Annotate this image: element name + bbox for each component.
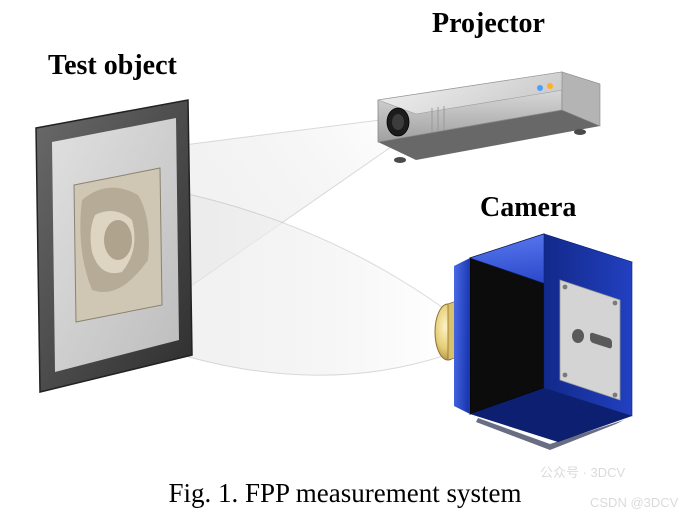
watermark-wechat: 公众号 · 3DCV (540, 462, 625, 481)
watermark-csdn: CSDN @3DCV (590, 495, 678, 510)
figure-caption: Fig. 1. FPP measurement system (0, 478, 690, 509)
camera-label: Camera (480, 192, 576, 224)
projector-device (378, 72, 600, 163)
test-object-label: Test object (48, 50, 177, 82)
projector-label: Projector (432, 8, 545, 40)
fpp-diagram: Test object Projector Camera Fig. 1. FPP… (0, 0, 690, 527)
camera-device (435, 234, 632, 450)
test-object-panel (36, 100, 192, 392)
